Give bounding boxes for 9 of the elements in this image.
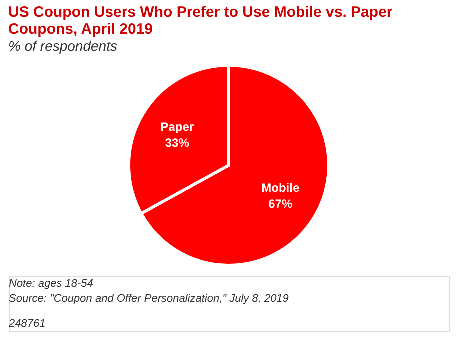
text: Note: ages 18-54 — [9, 278, 94, 290]
data-label: 67% — [268, 197, 293, 212]
chart-subtitle: % of respondents — [8, 38, 118, 54]
text: 248761 — [8, 318, 46, 330]
data-label: 33% — [165, 136, 190, 150]
slice-label: Paper — [160, 120, 194, 134]
chart-title: US Coupon Users Who Prefer to Use Mobile vs. Paper Coupons, April 2019 — [8, 4, 393, 38]
slice-label: Mobile — [262, 181, 300, 196]
source-note: Source: "Coupon and Offer Personalization," July 8, 2019 — [9, 293, 289, 305]
